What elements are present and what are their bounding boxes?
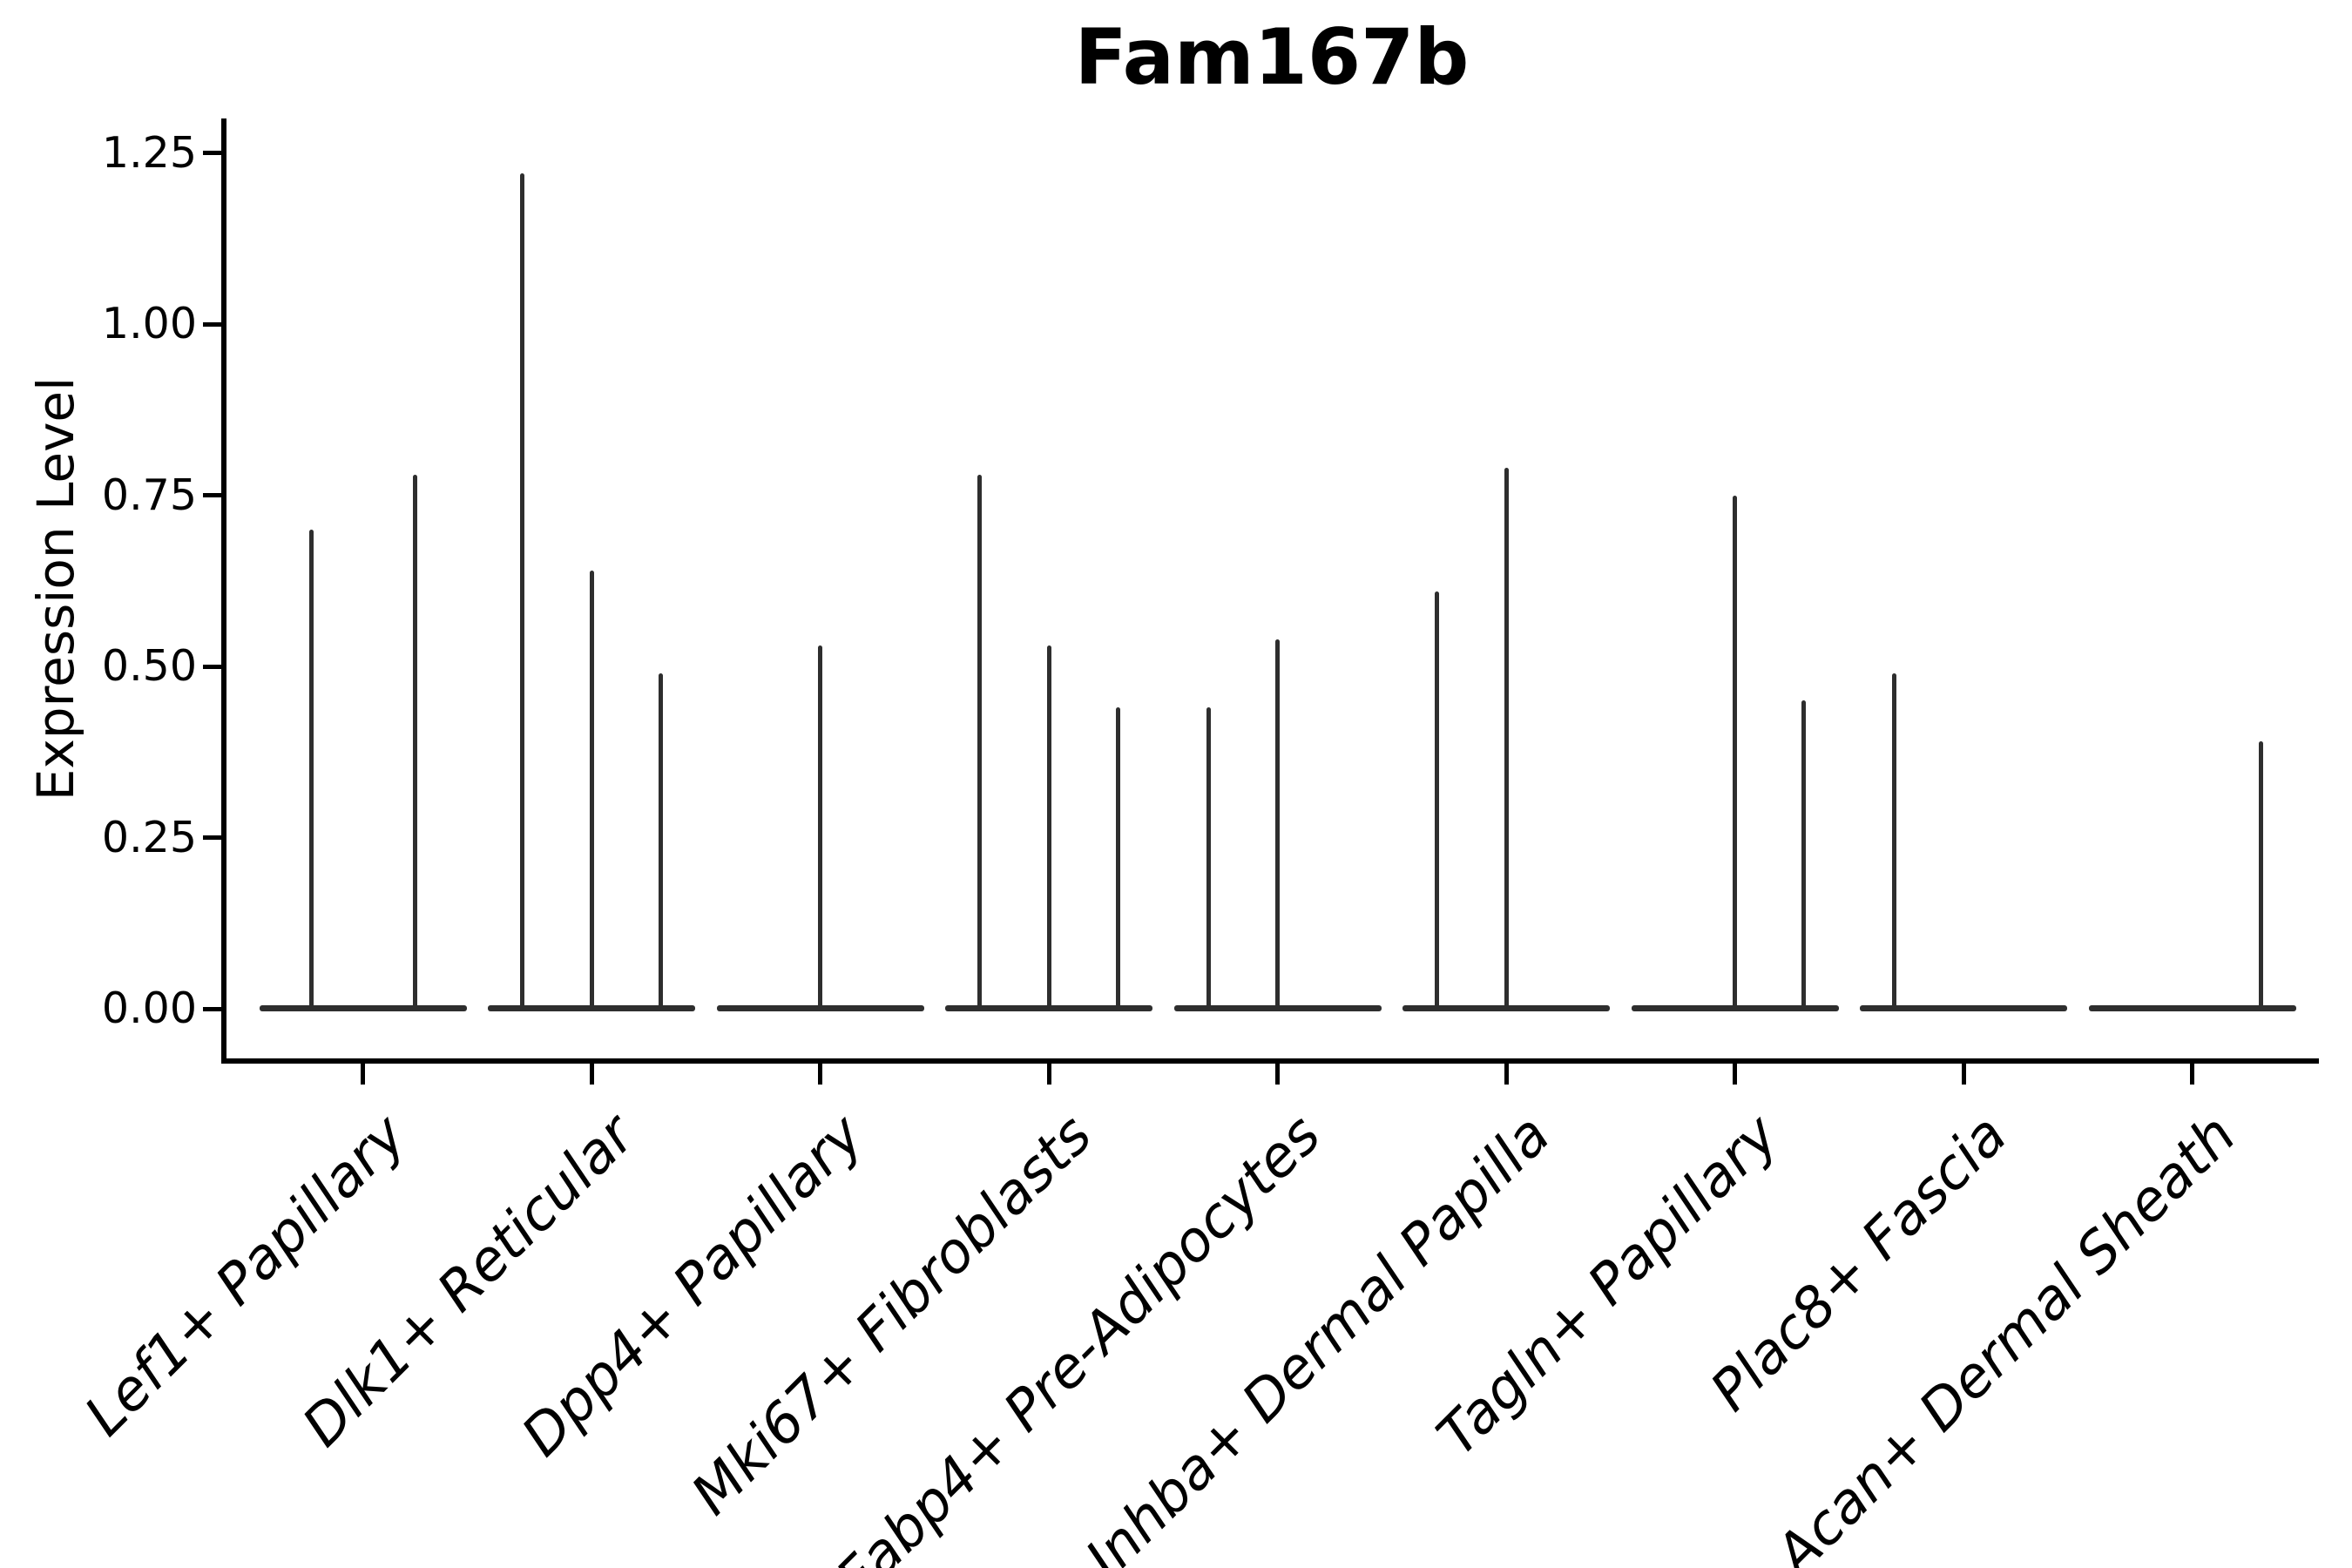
violin-density-spike bbox=[1801, 700, 1807, 1011]
x-tick-mark bbox=[1046, 1064, 1051, 1085]
y-tick-mark bbox=[203, 664, 221, 669]
violin-density-spike bbox=[308, 529, 314, 1011]
y-tick-mark bbox=[203, 1006, 221, 1011]
violin-density-spike bbox=[977, 474, 983, 1011]
y-axis-spine bbox=[221, 118, 226, 1061]
y-tick-mark bbox=[203, 321, 221, 327]
violin-density-spike bbox=[1435, 591, 1440, 1011]
y-tick-label: 1.00 bbox=[101, 299, 197, 348]
violin-density-spike bbox=[818, 645, 822, 1011]
y-tick-mark bbox=[203, 151, 221, 155]
violin-density-spike bbox=[520, 173, 525, 1011]
violin-density-spike bbox=[1206, 707, 1211, 1011]
violin-density-spike bbox=[1115, 707, 1120, 1011]
violin-density-spike bbox=[1275, 639, 1280, 1011]
violin-density-spike bbox=[1504, 468, 1509, 1011]
y-tick-label: 0.00 bbox=[101, 983, 197, 1033]
x-tick-mark bbox=[2190, 1064, 2194, 1085]
x-tick-mark bbox=[1504, 1064, 1509, 1085]
x-tick-mark bbox=[1961, 1064, 1966, 1085]
violin-density-spike bbox=[589, 570, 594, 1011]
x-axis-spine bbox=[221, 1058, 2319, 1064]
y-tick-label: 0.75 bbox=[101, 470, 197, 520]
y-tick-mark bbox=[203, 493, 221, 497]
violin-density-spike bbox=[1733, 495, 1737, 1011]
x-tick-label: Mki67+ Fibroblasts bbox=[679, 1103, 1105, 1528]
violin-density-spike bbox=[658, 672, 663, 1011]
y-axis-label: Expression Level bbox=[26, 376, 85, 801]
x-tick-mark bbox=[818, 1064, 822, 1085]
violin-density-spike bbox=[1046, 645, 1051, 1011]
y-tick-label: 0.25 bbox=[101, 812, 197, 862]
x-tick-mark bbox=[1733, 1064, 1737, 1085]
y-tick-mark bbox=[203, 835, 221, 840]
x-tick-label: Inhba+ Dermal Papilla bbox=[1073, 1103, 1563, 1568]
y-tick-label: 1.25 bbox=[101, 127, 197, 178]
x-tick-mark bbox=[361, 1064, 365, 1085]
violin-density-spike bbox=[2259, 741, 2264, 1011]
plot-title: Fam167b bbox=[1074, 12, 1470, 102]
x-tick-mark bbox=[1275, 1064, 1280, 1085]
violin-density-spike bbox=[1892, 672, 1897, 1011]
x-tick-mark bbox=[589, 1064, 594, 1085]
violin-density-spike bbox=[412, 474, 417, 1011]
y-tick-label: 0.50 bbox=[101, 641, 197, 691]
violin-baseline bbox=[1860, 1005, 2067, 1011]
violin-baseline bbox=[2088, 1005, 2296, 1011]
x-tick-label: Acan+ Dermal Sheath bbox=[1763, 1103, 2248, 1568]
violin-baseline bbox=[259, 1005, 467, 1011]
